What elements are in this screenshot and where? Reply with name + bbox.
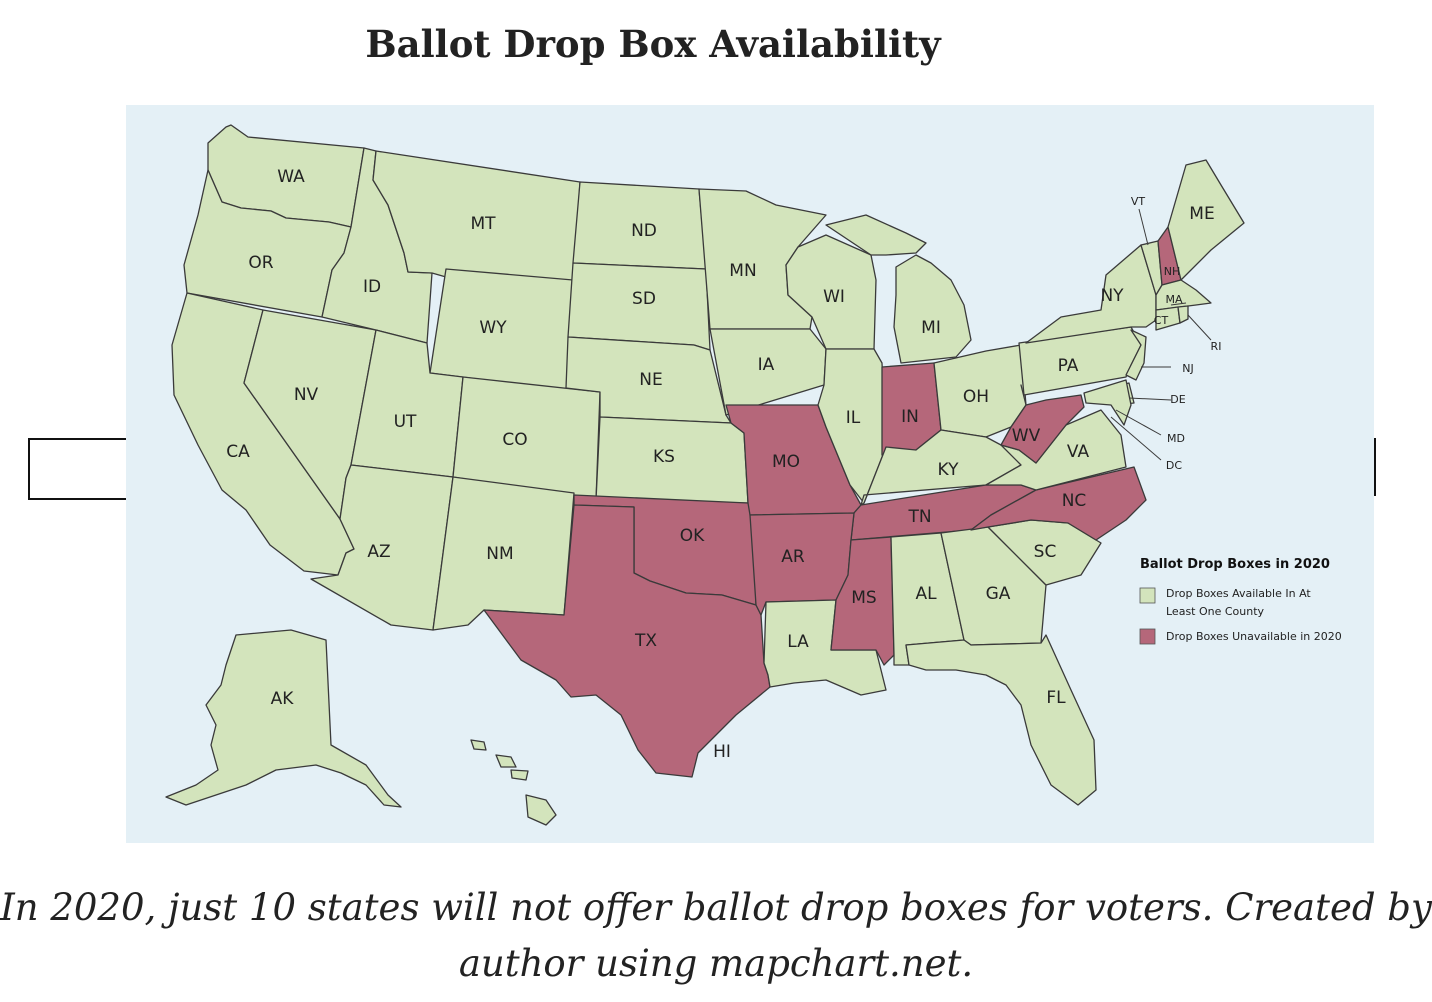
state-hi-3[interactable] — [470, 739, 487, 751]
label-ia: IA — [758, 355, 775, 375]
label-nv: NV — [294, 385, 319, 405]
state-me[interactable] — [1167, 159, 1245, 281]
label-wy: WY — [479, 318, 507, 338]
label-pa: PA — [1058, 356, 1079, 376]
state-ak[interactable] — [165, 629, 402, 808]
label-md: MD — [1167, 432, 1185, 445]
label-la: LA — [787, 632, 809, 652]
state-hi-2[interactable] — [495, 754, 517, 768]
label-nc: NC — [1062, 491, 1087, 511]
label-ca: CA — [226, 442, 250, 462]
label-dc: DC — [1166, 459, 1182, 472]
label-wa: WA — [277, 167, 305, 187]
legend-swatch-unavailable — [1139, 628, 1156, 645]
label-nh: NH — [1164, 265, 1181, 278]
state-md[interactable] — [1083, 379, 1132, 426]
label-al: AL — [915, 584, 937, 604]
figure-caption: In 2020, just 10 states will not offer b… — [0, 886, 1432, 985]
label-wi: WI — [823, 287, 845, 307]
state-hi-1[interactable] — [525, 794, 557, 826]
legend-swatch-available — [1139, 587, 1156, 604]
label-tx: TX — [634, 631, 657, 651]
label-ms: MS — [851, 588, 876, 608]
legend-available-line2: Least One County — [1166, 605, 1265, 618]
label-ky: KY — [938, 460, 960, 480]
label-co: CO — [502, 430, 527, 450]
decorative-frame-left — [28, 438, 140, 500]
state-ri[interactable] — [1177, 305, 1189, 324]
legend-title: Ballot Drop Boxes in 2020 — [1140, 557, 1330, 572]
label-hi: HI — [713, 742, 731, 762]
map-panel: WA OR CA NV ID MT WY UT AZ CO NM ND SD N… — [126, 105, 1374, 843]
label-va: VA — [1067, 442, 1090, 462]
label-or: OR — [248, 253, 273, 273]
label-ut: UT — [394, 412, 417, 432]
label-tn: TN — [907, 507, 931, 527]
label-sc: SC — [1034, 542, 1057, 562]
small-state-labels: VT NH MA CT RI NJ DE MD DC — [1131, 195, 1222, 472]
decorative-frame-right — [1364, 438, 1376, 496]
state-nc[interactable] — [970, 466, 1147, 541]
label-nm: NM — [486, 544, 513, 564]
label-ok: OK — [680, 526, 705, 546]
leader-lines — [1110, 208, 1212, 461]
label-sd: SD — [632, 289, 656, 309]
map-title: Ballot Drop Box Availability — [365, 22, 941, 66]
label-ma: MA — [1165, 293, 1182, 306]
state-tx[interactable] — [483, 504, 771, 778]
label-nd: ND — [631, 221, 657, 241]
label-id: ID — [363, 277, 381, 297]
label-de: DE — [1170, 393, 1185, 406]
legend: Ballot Drop Boxes in 2020 Drop Boxes Ava… — [1139, 557, 1342, 645]
state-hi-4[interactable] — [510, 769, 529, 781]
legend-unavailable-label: Drop Boxes Unavailable in 2020 — [1166, 630, 1342, 643]
label-ga: GA — [986, 584, 1011, 604]
label-mt: MT — [470, 214, 496, 234]
label-fl: FL — [1046, 688, 1066, 708]
label-ks: KS — [653, 447, 675, 467]
label-me: ME — [1189, 204, 1214, 224]
label-ny: NY — [1100, 286, 1124, 306]
state-wv[interactable] — [1000, 384, 1085, 464]
label-nj: NJ — [1182, 362, 1193, 375]
legend-available-line1: Drop Boxes Available In At — [1166, 587, 1311, 600]
label-ak: AK — [271, 689, 295, 709]
label-vt: VT — [1131, 195, 1146, 208]
label-ar: AR — [781, 547, 805, 567]
label-mo: MO — [772, 452, 800, 472]
label-ri: RI — [1211, 340, 1222, 353]
label-mn: MN — [729, 261, 756, 281]
label-ct: CT — [1154, 314, 1169, 327]
state-labels: WA OR CA NV ID MT WY UT AZ CO NM ND SD N… — [226, 167, 1214, 762]
label-mi: MI — [921, 318, 941, 338]
state-fl[interactable] — [905, 634, 1097, 806]
label-il: IL — [846, 408, 861, 428]
label-wv: WV — [1012, 426, 1041, 446]
label-ne: NE — [639, 370, 662, 390]
state-il[interactable] — [817, 348, 887, 504]
label-in: IN — [901, 407, 919, 427]
us-map: WA OR CA NV ID MT WY UT AZ CO NM ND SD N… — [126, 105, 1374, 843]
label-az: AZ — [367, 542, 390, 562]
label-oh: OH — [963, 387, 989, 407]
state-mi-up[interactable] — [825, 214, 927, 256]
state-mi[interactable] — [893, 254, 972, 364]
